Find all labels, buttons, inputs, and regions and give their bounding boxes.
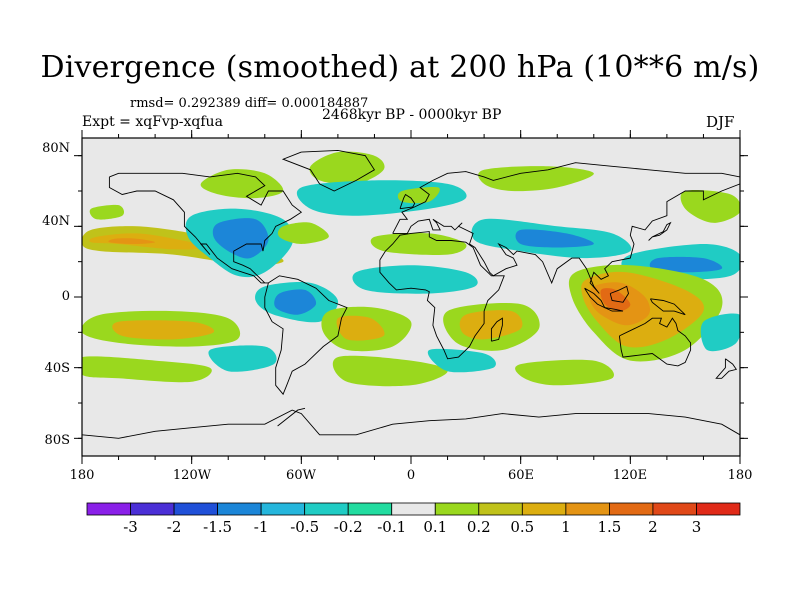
divergence-patch: [200, 169, 284, 199]
lat-label-40s: 40S: [44, 361, 70, 376]
lat-label-80s: 80S: [44, 433, 70, 448]
divergence-patch: [700, 313, 740, 352]
colorbar-box: [304, 502, 349, 516]
divergence-patch: [459, 310, 523, 340]
coastline: [392, 162, 740, 294]
colorbar-label: 0.5: [510, 518, 535, 536]
colorbar-label: -3: [123, 518, 138, 536]
divergence-patch: [649, 256, 723, 273]
coastline: [108, 172, 303, 284]
colorbar-label: 1: [561, 518, 571, 536]
colorbar-box: [565, 502, 610, 516]
divergence-patch: [208, 345, 277, 372]
divergence-patch: [352, 265, 478, 294]
divergence-patch: [332, 355, 448, 387]
divergence-patch: [515, 229, 594, 248]
divergence-patch: [397, 186, 440, 204]
colorbar-label: -0.2: [333, 518, 363, 536]
coastline: [650, 298, 686, 316]
colorbar-box: [521, 502, 567, 516]
coastline: [618, 317, 692, 367]
colorbar-box: [478, 502, 523, 516]
divergence-patch: [515, 359, 614, 386]
lon-label-120w: 120W: [172, 468, 212, 483]
coastline: [277, 407, 306, 427]
colorbar-box: [609, 502, 654, 516]
plot-title: Divergence (smoothed) at 200 hPa (10**6 …: [40, 50, 760, 85]
divergence-patch: [274, 289, 317, 315]
colorbar-box: [347, 502, 393, 516]
coastline: [399, 193, 416, 210]
colorbar-label: -0.5: [290, 518, 320, 536]
coastline: [82, 409, 740, 439]
divergence-field: [82, 151, 740, 387]
lon-label-180w: 180: [69, 468, 95, 483]
divergence-patch: [336, 315, 385, 341]
colorbar-label: 0.1: [423, 518, 448, 536]
lat-label-40n: 40N: [42, 214, 70, 229]
lon-label-60e: 60E: [507, 468, 535, 483]
coastline: [609, 285, 629, 303]
period-text: 2468kyr BP - 0000kyr BP: [322, 107, 502, 123]
colorbar-box: [260, 502, 306, 516]
coastline: [715, 358, 738, 379]
coastline: [490, 317, 503, 342]
colorbar-label: -1: [253, 518, 269, 536]
colorbar-box: [130, 502, 175, 516]
divergence-patch: [112, 320, 215, 340]
stats-text: rmsd= 0.292389 diff= 0.000184887: [130, 96, 369, 111]
divergence-patch: [277, 222, 329, 244]
colorbar-label: 0.2: [466, 518, 491, 536]
colorbar-box: [86, 502, 131, 516]
coastline: [648, 221, 672, 241]
axis-ticks: [74, 130, 748, 464]
colorbar-box: [217, 502, 262, 516]
experiment-text: Expt = xqFvp-xqfua: [82, 114, 223, 130]
colorbar-label: 1.5: [597, 518, 622, 536]
coastline: [604, 307, 624, 312]
lon-label-60w: 60W: [286, 468, 316, 483]
lon-label-120e: 120E: [612, 468, 648, 483]
coastline: [281, 149, 376, 192]
divergence-patch: [680, 190, 740, 223]
colorbar-label: -2: [166, 518, 182, 536]
divergence-patch: [108, 238, 156, 244]
colorbar-box: [434, 502, 480, 516]
lat-label-80n: 80N: [42, 141, 70, 156]
divergence-patch: [600, 288, 631, 312]
colorbar-label: 2: [648, 518, 658, 536]
season-text: DJF: [706, 113, 735, 131]
colorbar-label: -0.1: [377, 518, 407, 536]
lon-label-0: 0: [406, 468, 416, 483]
colorbar-box: [696, 502, 741, 516]
divergence-patch: [212, 218, 269, 259]
divergence-patch: [427, 348, 496, 373]
divergence-patch: [89, 204, 125, 220]
coastline: [379, 231, 505, 360]
divergence-patch: [370, 233, 467, 255]
colorbar-label: 3: [691, 518, 702, 536]
lat-label-eq: 0: [61, 289, 70, 304]
coastlines: [82, 149, 740, 439]
colorbar: [86, 502, 741, 516]
colorbar-label: -1.5: [203, 518, 233, 536]
colorbar-box: [391, 502, 436, 516]
colorbar-box: [652, 502, 697, 516]
colorbar-box: [173, 502, 219, 516]
coastline: [264, 275, 348, 396]
divergence-patch: [82, 356, 212, 383]
divergence-patch: [309, 151, 385, 185]
lon-label-180e: 180: [727, 468, 753, 483]
divergence-patch: [478, 166, 594, 192]
